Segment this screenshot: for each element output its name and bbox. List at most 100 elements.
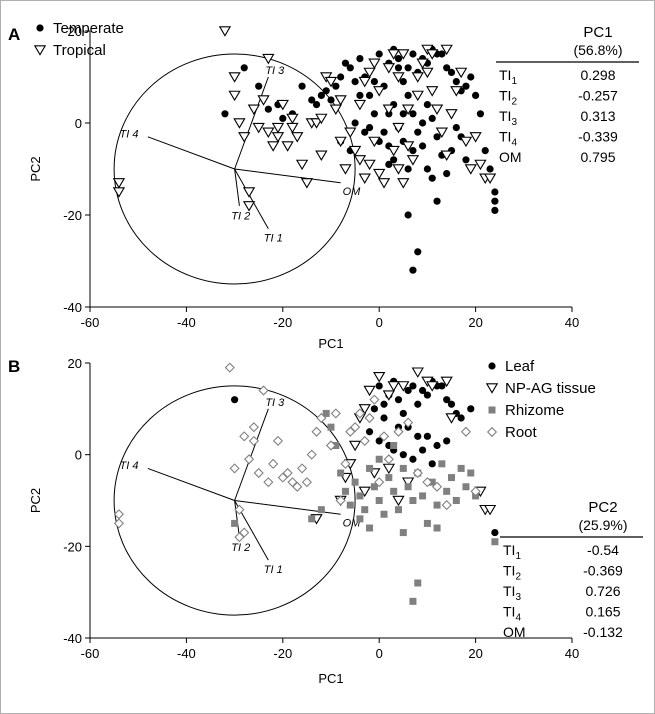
data-point	[418, 386, 427, 395]
data-point	[373, 86, 386, 97]
data-point	[327, 423, 335, 431]
data-point	[433, 524, 441, 532]
x-tick-label: 40	[565, 646, 579, 661]
data-point	[373, 168, 386, 180]
data-point	[322, 87, 330, 95]
legend-label: Temperate	[53, 20, 124, 37]
data-point	[361, 506, 369, 514]
data-point	[315, 150, 328, 161]
series-temperate	[221, 45, 499, 274]
table-row-value: 0.313	[580, 108, 615, 124]
data-point	[368, 58, 381, 69]
data-point	[406, 155, 420, 166]
data-point	[375, 437, 383, 445]
data-point	[298, 82, 306, 90]
data-point	[375, 497, 383, 504]
y-axis-title: PC2	[28, 488, 43, 513]
data-point	[363, 67, 376, 79]
data-point	[433, 133, 441, 141]
data-point	[377, 178, 391, 189]
data-point	[409, 455, 417, 463]
data-point	[399, 464, 407, 472]
data-point	[113, 518, 124, 529]
data-point	[440, 44, 453, 56]
data-point	[430, 104, 444, 115]
loading-label: TI 3	[265, 65, 285, 77]
data-point	[248, 435, 259, 446]
series-tropical	[112, 26, 497, 212]
data-point	[330, 408, 341, 419]
legend: Temperate Tropical	[33, 20, 124, 59]
data-point	[375, 382, 383, 390]
data-point	[365, 91, 374, 99]
data-point	[409, 147, 417, 155]
data-point	[397, 381, 410, 392]
data-point	[443, 437, 451, 445]
table-row-value: 0.795	[580, 149, 615, 165]
data-point	[394, 64, 403, 72]
table-row-label: TI3	[499, 108, 517, 128]
data-point	[423, 391, 431, 399]
data-point	[340, 458, 351, 469]
table-row-value: -0.369	[583, 563, 623, 579]
biplot: TI 3TI 4TI 2TI 1OM	[113, 385, 361, 616]
data-point	[279, 114, 287, 122]
data-point	[404, 386, 412, 395]
data-point	[317, 506, 325, 514]
data-point	[287, 477, 298, 488]
data-point	[300, 178, 314, 189]
y-tick-label: -20	[63, 208, 82, 223]
data-point	[262, 127, 275, 138]
y-tick-label: 20	[68, 24, 82, 39]
data-point	[418, 446, 427, 454]
data-point	[268, 458, 279, 469]
data-point	[452, 124, 460, 132]
data-point	[315, 113, 328, 125]
loading-label: TI 4	[120, 128, 139, 140]
loading-vector	[234, 168, 240, 206]
data-point	[317, 91, 325, 99]
data-point	[491, 528, 499, 537]
loading-label: TI 2	[231, 211, 250, 223]
correlation-circle	[113, 53, 356, 285]
data-point	[467, 469, 475, 477]
data-point	[382, 63, 396, 74]
legend-marker	[488, 406, 496, 414]
data-point	[409, 497, 417, 504]
data-point	[401, 104, 415, 115]
data-point	[491, 197, 499, 205]
table-row-label: OM	[503, 624, 526, 640]
table-header: PC1	[583, 24, 612, 41]
table-row-value: 0.726	[585, 583, 620, 599]
data-point	[438, 460, 446, 468]
data-point	[229, 463, 240, 474]
data-point	[431, 481, 443, 492]
x-tick-label: 0	[376, 646, 383, 661]
table-row-label: TI2	[503, 563, 521, 583]
data-point	[445, 413, 458, 424]
data-point	[308, 515, 316, 523]
data-point	[440, 376, 453, 388]
data-point	[481, 147, 489, 155]
data-point	[350, 422, 361, 433]
data-point	[409, 50, 417, 58]
data-point	[364, 412, 375, 424]
data-point	[421, 67, 434, 79]
data-point	[457, 414, 465, 422]
loading-label: OM	[343, 186, 362, 198]
data-point	[354, 408, 365, 419]
loading-label: TI 2	[231, 542, 250, 554]
data-point	[365, 124, 374, 132]
data-point	[276, 99, 289, 111]
data-point	[374, 477, 385, 488]
table-variance: (25.9%)	[578, 517, 627, 533]
data-point	[332, 82, 340, 90]
data-point	[472, 91, 480, 99]
x-tick-label: 20	[468, 646, 482, 661]
data-point	[383, 454, 394, 465]
data-point	[467, 73, 475, 81]
data-point	[380, 128, 388, 136]
table-row-label: TI4	[503, 604, 521, 624]
data-point	[409, 597, 417, 605]
